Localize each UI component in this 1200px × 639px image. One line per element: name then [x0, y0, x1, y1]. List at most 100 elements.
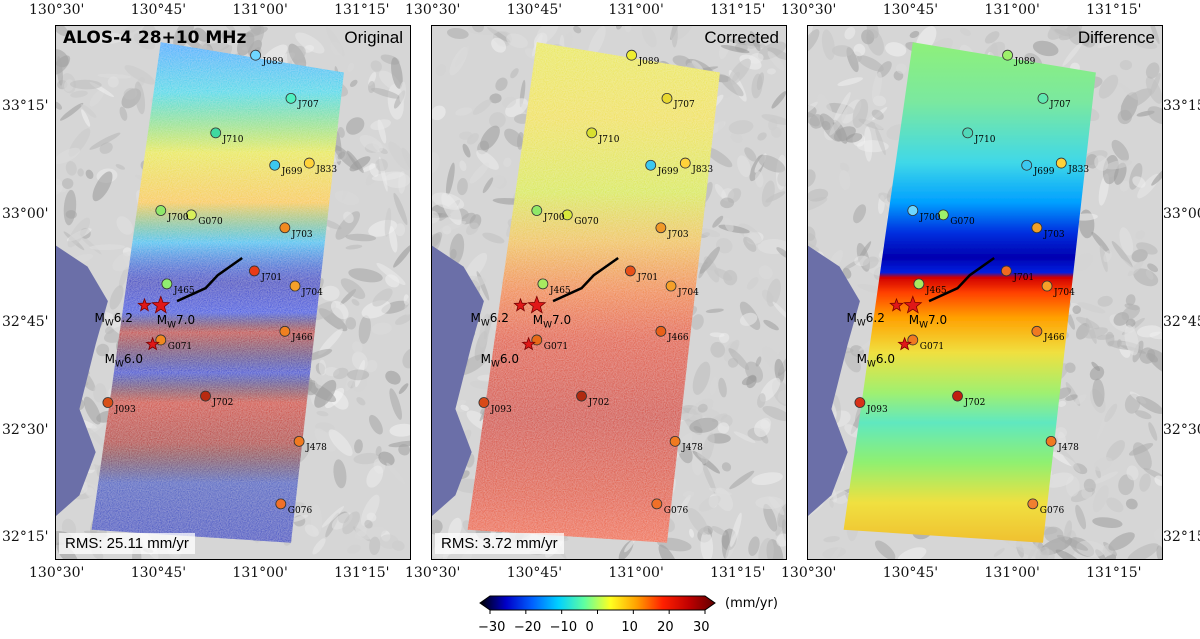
gnss-station-marker	[289, 280, 301, 292]
gnss-station-marker	[155, 205, 167, 216]
gnss-station-marker	[478, 397, 490, 408]
gnss-station-marker	[161, 278, 173, 290]
gnss-station-marker	[661, 92, 673, 104]
gnss-station-marker	[1021, 159, 1033, 171]
earthquake-epicenter-star	[527, 295, 547, 314]
lon-tick-label-top: 130°30'	[781, 2, 837, 18]
interferogram-swath	[91, 42, 344, 543]
station-label: J701	[1013, 272, 1035, 283]
station-label: J703	[291, 229, 313, 240]
station-label: J704	[678, 288, 699, 299]
station-label: J465	[925, 285, 947, 296]
station-label: J093	[114, 404, 136, 415]
station-label: J700	[543, 212, 565, 223]
station-label: J699	[281, 167, 303, 178]
station-label: G070	[198, 216, 223, 227]
station-label: J702	[964, 398, 986, 409]
gnss-station-marker	[1031, 325, 1043, 337]
rms-label: RMS: 25.11 mm/yr	[59, 533, 195, 554]
station-label: J701	[637, 272, 659, 283]
gnss-station-marker	[279, 222, 291, 234]
station-label: G070	[950, 216, 975, 227]
gnss-station-marker	[293, 435, 305, 447]
colorbar-tick-label: 0	[585, 620, 594, 635]
gnss-station-marker	[651, 498, 663, 510]
earthquake-epicenter-star	[889, 297, 904, 312]
gnss-station-marker	[952, 390, 963, 402]
fault-trace	[176, 256, 243, 303]
gnss-station-marker	[665, 280, 677, 292]
lat-tick-label-right: 33°15'	[1163, 97, 1200, 114]
gnss-station-marker	[586, 127, 598, 139]
lon-tick-label-top: 130°45'	[506, 2, 563, 18]
station-label: J833	[316, 165, 338, 176]
lon-tick-label-top: 130°30'	[405, 2, 461, 18]
lat-tick-label-right: 33°00'	[1163, 205, 1200, 222]
map-panel-corrected: J089 J707 J710 J699 J833 J700 G070 J703 J701 J704…	[431, 25, 787, 560]
station-label: J704	[1054, 288, 1075, 299]
gnss-station-marker	[531, 205, 543, 216]
earthquake-label: MW6.0	[856, 352, 895, 370]
gnss-station-marker	[275, 498, 287, 510]
station-label: J707	[673, 100, 695, 111]
map-svg-difference	[807, 25, 1163, 560]
panel-title-corrected: Corrected	[704, 28, 779, 47]
lon-tick-label-bottom: 131°00'	[608, 565, 664, 581]
station-label: J700	[919, 212, 941, 223]
station-label: J089	[262, 57, 284, 68]
station-label: J707	[297, 100, 319, 111]
gnss-station-marker	[210, 127, 222, 139]
station-label: J701	[261, 272, 283, 283]
earthquake-epicenter-star	[151, 295, 171, 314]
gnss-station-marker	[624, 265, 636, 277]
gnss-station-marker	[1000, 265, 1012, 277]
gnss-station-marker	[679, 157, 691, 169]
earthquake-label: MW7.0	[156, 313, 196, 331]
lon-tick-label-bottom: 130°45'	[882, 565, 939, 581]
station-label: J465	[173, 285, 195, 296]
colorbar-tick-label: 20	[657, 620, 674, 635]
colorbar-tick-label: −30	[478, 620, 506, 635]
lat-tick-label-left: 32°45'	[2, 313, 49, 330]
gnss-station-marker	[1045, 435, 1057, 447]
map-panel-original: J089 J707 J710 J699 J833 J700 G070 J703 J701 J704…	[55, 25, 411, 560]
fault-trace	[928, 256, 995, 303]
earthquake-label: MW7.0	[908, 313, 948, 331]
lat-tick-label-right: 32°15'	[1163, 529, 1200, 546]
gnss-station-marker	[854, 397, 866, 408]
gnss-station-marker	[1055, 157, 1067, 169]
rms-label: RMS: 3.72 mm/yr	[435, 533, 564, 554]
gnss-station-marker	[645, 159, 657, 171]
lon-tick-label-bottom: 130°30'	[405, 565, 461, 581]
panel-title-difference: Difference	[1077, 28, 1155, 47]
station-label: J710	[974, 134, 996, 145]
lat-tick-label-left: 32°15'	[2, 529, 49, 546]
gnss-station-marker	[561, 209, 573, 221]
lon-tick-label-top: 130°45'	[130, 2, 187, 18]
gnss-station-marker	[626, 49, 637, 61]
interferogram-swath	[467, 42, 720, 543]
station-label: J089	[638, 57, 660, 68]
map-svg-corrected	[431, 25, 787, 560]
earthquake-epicenter-star	[521, 336, 536, 351]
lon-tick-label-top: 131°15'	[1086, 2, 1142, 18]
station-label: J703	[667, 229, 689, 240]
gnss-station-marker	[1041, 280, 1053, 292]
colorbar-tick-label: −20	[513, 620, 542, 635]
gnss-station-marker	[962, 127, 974, 139]
lat-tick-label-right: 32°45'	[1163, 313, 1200, 330]
station-label: J478	[682, 443, 703, 454]
station-label: J704	[302, 288, 323, 299]
lon-tick-label-bottom: 130°45'	[130, 565, 187, 581]
earthquake-label: MW6.2	[470, 311, 509, 329]
earthquake-epicenter-star	[145, 336, 160, 351]
colorbar-tick-label: 10	[621, 620, 638, 635]
station-label: J703	[1043, 229, 1065, 240]
station-label: J710	[222, 134, 244, 145]
earthquake-label: MW6.2	[94, 311, 133, 329]
station-label: J710	[598, 134, 620, 145]
lon-tick-label-bottom: 130°30'	[29, 565, 85, 581]
gnss-station-marker	[913, 278, 925, 290]
station-label: G071	[919, 341, 945, 352]
station-label: J466	[291, 333, 313, 344]
